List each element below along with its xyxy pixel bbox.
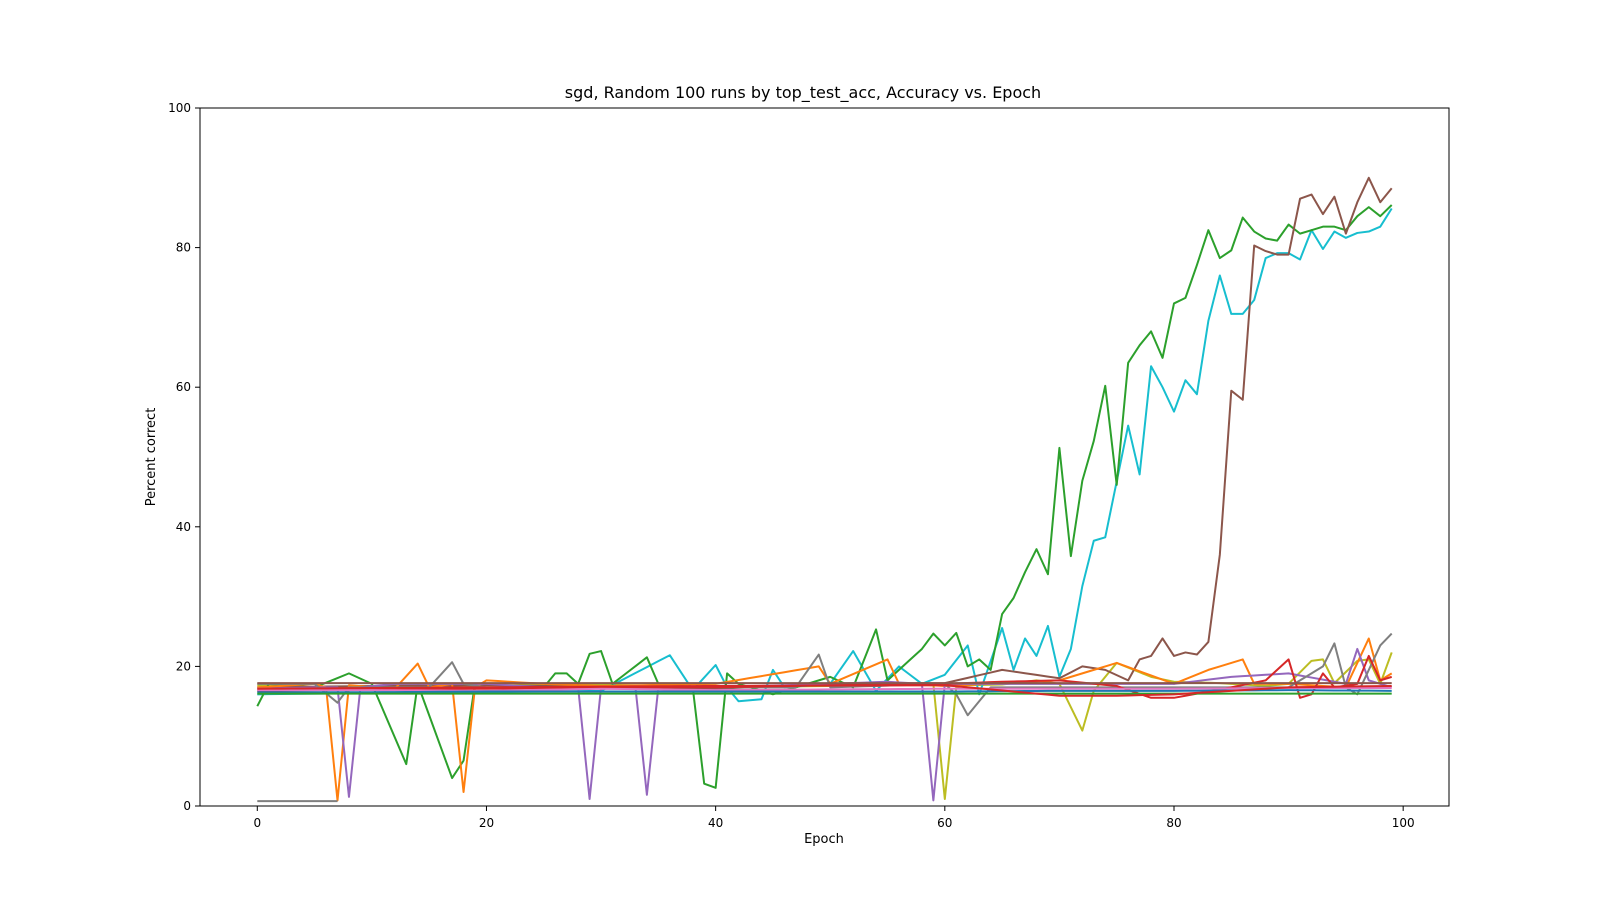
series-line-8 — [257, 632, 1393, 717]
x-tick-label: 20 — [479, 816, 494, 830]
series-line-11 — [257, 687, 1392, 692]
y-tick-label: 60 — [176, 380, 191, 394]
y-tick-label: 0 — [183, 799, 191, 813]
x-tick-label: 60 — [937, 816, 952, 830]
series-line-14 — [257, 684, 1392, 697]
y-tick-label: 80 — [176, 241, 191, 255]
y-tick-label: 20 — [176, 659, 191, 673]
y-tick-label: 100 — [168, 101, 191, 115]
series-line-12 — [257, 689, 1392, 694]
x-tick-label: 100 — [1392, 816, 1415, 830]
series-lines — [256, 176, 1393, 803]
x-tick-label: 0 — [253, 816, 261, 830]
plot-frame — [199, 107, 1450, 807]
series-line-3 — [256, 204, 1393, 789]
x-tick-label: 80 — [1166, 816, 1181, 830]
chart-title: sgd, Random 100 runs by top_test_acc, Ac… — [565, 83, 1041, 103]
x-tick-label: 40 — [708, 816, 723, 830]
series-line-2 — [257, 207, 1393, 703]
y-axis-ticks: 0 20 40 60 80 100 — [168, 101, 200, 813]
series-line-4 — [257, 176, 1393, 690]
y-tick-label: 40 — [176, 520, 191, 534]
x-axis-ticks: 0 20 40 60 80 100 — [253, 806, 1415, 830]
series-line-5 — [257, 637, 1393, 802]
x-axis-label: Epoch — [804, 832, 844, 847]
y-axis-label: Percent correct — [144, 408, 159, 507]
